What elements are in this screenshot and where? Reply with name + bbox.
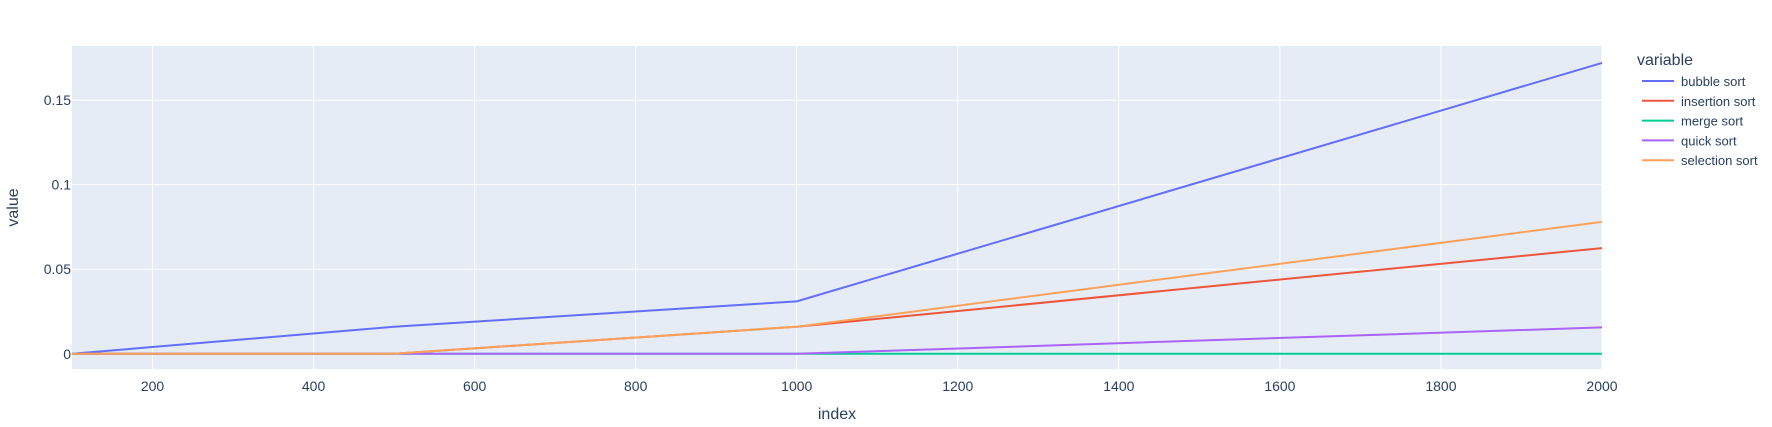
y-tick-labels: 0 0.05 0.1 0.15 <box>44 92 71 362</box>
x-tick-label: 400 <box>302 378 326 394</box>
series-line-selection-sort <box>72 220 1603 355</box>
x-tick-label: 1200 <box>942 378 973 394</box>
series-lines <box>71 61 1603 355</box>
x-tick-label: 800 <box>624 378 648 394</box>
x-tick-label: 1600 <box>1264 378 1295 394</box>
y-tick-label: 0.15 <box>44 92 71 108</box>
legend[interactable]: variable bubble sort insertion sort merge … <box>1637 52 1758 168</box>
x-tick-label: 200 <box>141 378 165 394</box>
x-tick-label: 600 <box>463 378 487 394</box>
y-tick-label: 0 <box>63 346 71 362</box>
legend-label: quick sort <box>1681 133 1737 148</box>
legend-item-quick-sort[interactable]: quick sort <box>1642 133 1737 148</box>
legend-label: merge sort <box>1681 114 1744 129</box>
x-tick-label: 1800 <box>1425 378 1456 394</box>
y-axis-title: value <box>5 188 22 226</box>
x-tick-label: 1000 <box>781 378 812 394</box>
y-tick-label: 0.1 <box>52 177 72 193</box>
legend-item-merge-sort[interactable]: merge sort <box>1642 114 1744 129</box>
legend-label: selection sort <box>1681 153 1758 168</box>
series-line-bubble-sort <box>71 61 1603 355</box>
x-tick-labels: 200 400 600 800 1000 1200 1400 1600 1800 2000 <box>141 378 1618 394</box>
legend-label: insertion sort <box>1681 94 1756 109</box>
legend-label: bubble sort <box>1681 74 1746 89</box>
x-tick-label: 2000 <box>1586 378 1617 394</box>
legend-title: variable <box>1637 52 1693 69</box>
x-tick-label: 1400 <box>1103 378 1134 394</box>
x-axis-title: index <box>818 406 856 423</box>
legend-item-insertion-sort[interactable]: insertion sort <box>1642 94 1756 109</box>
legend-item-bubble-sort[interactable]: bubble sort <box>1642 74 1746 89</box>
y-tick-label: 0.05 <box>44 261 71 277</box>
legend-item-selection-sort[interactable]: selection sort <box>1642 153 1758 168</box>
